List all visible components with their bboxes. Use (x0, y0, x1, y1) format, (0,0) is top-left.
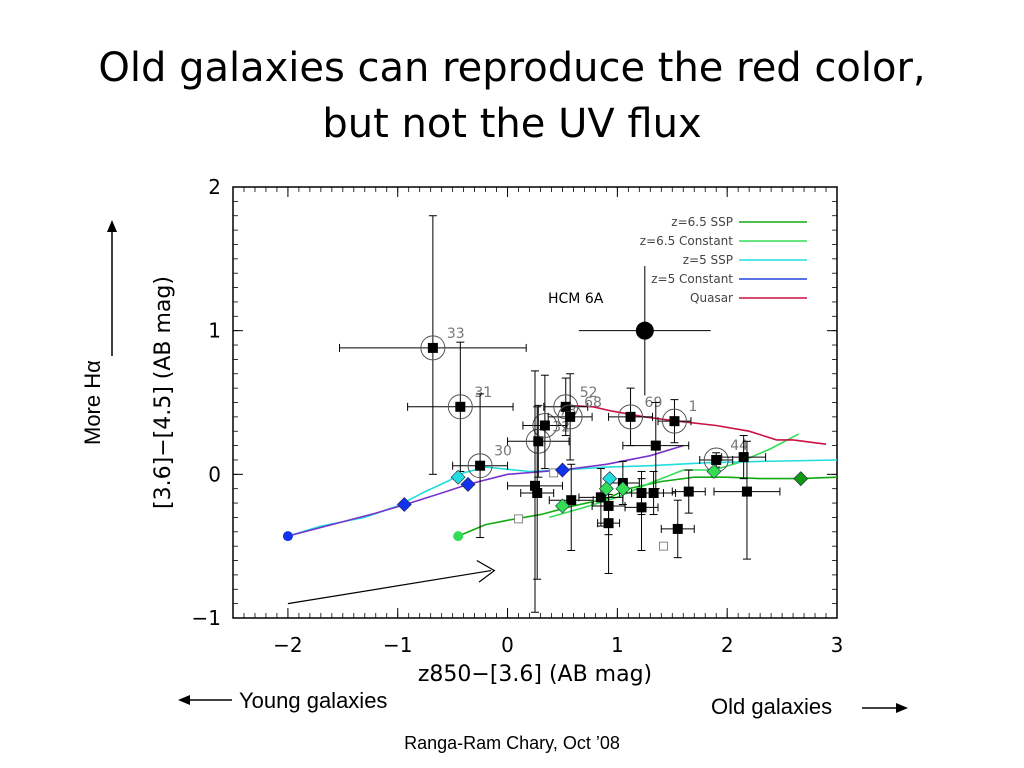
annotation-arrow-head (476, 560, 496, 583)
x-tick-label: 0 (501, 633, 514, 657)
galaxy-point (533, 436, 544, 447)
old-arrow (862, 703, 908, 713)
model-circle-marker (453, 531, 464, 542)
y-tick-label: 1 (208, 319, 221, 343)
x-tick-label: −1 (383, 633, 412, 657)
x-tick-label: 2 (721, 633, 734, 657)
galaxy-point (532, 488, 543, 499)
old-galaxies-label: Old galaxies (711, 694, 833, 719)
y-axis-label: [3.6]−[4.5] (AB mag) (151, 276, 176, 509)
model-diamond-marker (555, 498, 570, 514)
model-diamond-marker (396, 497, 412, 512)
model-diamond-marker (615, 481, 631, 497)
x-axis-label: z850−[3.6] (AB mag) (418, 662, 652, 687)
annotation-arrow-shaft (287, 569, 492, 605)
circled-marker (618, 404, 644, 430)
galaxy-point (565, 411, 576, 422)
galaxy-point (539, 420, 550, 431)
open-square-point (514, 514, 524, 524)
y-tick-label: 0 (208, 462, 221, 486)
more-halpha-text: More Hα (80, 360, 105, 445)
open-square-point (658, 541, 668, 551)
galaxy-id-label: 33 (447, 326, 465, 342)
footer-credit: Ranga-Ram Chary, Oct ’08 (404, 733, 620, 753)
galaxy-id-label: 52 (580, 385, 598, 401)
circled-marker (467, 453, 493, 479)
model-curve (567, 404, 827, 445)
model-diamond-marker (598, 481, 614, 497)
galaxy-point (560, 401, 571, 412)
galaxy-point (741, 486, 752, 497)
more-halpha-arrow (107, 220, 117, 356)
model-diamond-marker (460, 476, 476, 492)
circled-marker (532, 412, 558, 438)
galaxy-point (603, 500, 614, 511)
title-line-1: Old galaxies can reproduce the red color… (98, 45, 926, 91)
model-circle-marker (282, 531, 293, 542)
legend-label: z=5 Constant (651, 272, 733, 286)
model-diamond-marker (555, 462, 570, 478)
model-diamond-marker (793, 471, 809, 487)
galaxy-id-label: 68 (584, 395, 602, 411)
galaxy-point (711, 454, 722, 465)
legend-label: z=6.5 SSP (671, 215, 733, 229)
circled-marker (420, 335, 446, 361)
more-halpha-label: More Hα (80, 360, 106, 445)
model-diamond-marker (450, 469, 466, 485)
galaxy-id-label: 31 (474, 385, 492, 401)
galaxy-point (595, 492, 606, 503)
x-tick-label: 1 (611, 633, 624, 657)
x-tick-label: −2 (273, 633, 302, 657)
hcm6a-point (635, 321, 654, 340)
open-square-point (549, 468, 559, 478)
young-galaxies-label: Young galaxies (239, 688, 388, 713)
circled-marker (557, 404, 583, 430)
y-tick-label: −1 (192, 606, 221, 630)
model-curve (549, 433, 799, 519)
galaxy-point (530, 480, 540, 491)
legend-label: z=6.5 Constant (640, 234, 733, 248)
circled-marker (661, 408, 687, 434)
hcm6a-label: HCM 6A (548, 291, 604, 307)
y-tick-label: 2 (208, 175, 221, 199)
galaxy-point (625, 411, 636, 422)
galaxy-point (566, 495, 577, 506)
galaxy-point (648, 488, 659, 499)
model-diamond-marker (706, 464, 722, 479)
circled-marker (447, 394, 473, 420)
slide-title: Old galaxies can reproduce the red color… (0, 40, 1024, 152)
x-tick-label: 3 (831, 633, 844, 657)
galaxy-point (427, 342, 438, 353)
title-line-2: but not the UV flux (322, 101, 702, 147)
galaxy-point (455, 401, 466, 412)
galaxy-point (672, 523, 683, 534)
young-arrow (178, 695, 232, 705)
galaxy-point (650, 440, 661, 451)
legend-label: z=5 SSP (683, 253, 733, 267)
galaxy-point (669, 416, 680, 427)
galaxy-point (738, 452, 749, 463)
legend-label: Quasar (690, 291, 733, 305)
galaxy-id-label: 30 (494, 444, 512, 460)
galaxy-point (475, 460, 486, 471)
galaxy-id-label: 1 (688, 399, 697, 415)
galaxy-id-label: 44 (730, 438, 748, 454)
galaxy-point (683, 486, 694, 497)
circled-marker (525, 428, 551, 454)
